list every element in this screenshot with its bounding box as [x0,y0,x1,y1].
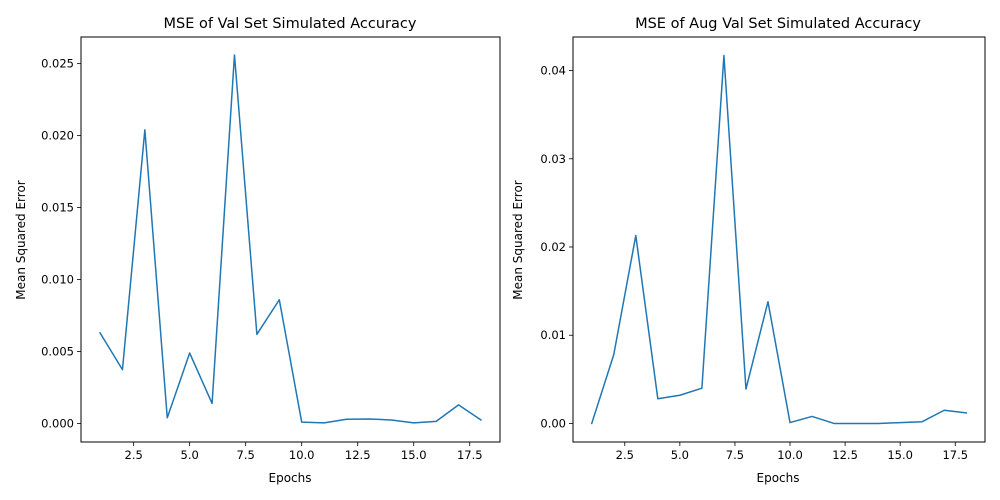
left-chart-series-line [99,54,482,424]
left-chart-panel: MSE of Val Set Simulated Accuracy Epochs… [14,16,501,485]
right-chart-y-tick-label: 0.04 [540,64,566,78]
left-chart-x-tick-label: 2.5 [125,448,143,462]
left-chart-y-tick-label: 0.005 [41,345,74,359]
right-chart-axes-frame [572,36,986,443]
left-chart-x-tick-label: 10.0 [289,448,315,462]
left-chart-title: MSE of Val Set Simulated Accuracy [164,16,417,32]
right-chart-x-tick-label: 15.0 [887,448,913,462]
left-chart-y-tick-label: 0.020 [41,129,74,143]
left-chart-x-tick-label: 12.5 [345,448,371,462]
left-chart-x-tick-label: 7.5 [237,448,255,462]
right-chart-y-tick-label: 0.03 [540,152,566,166]
right-chart-y-tick-label: 0.02 [540,240,566,254]
left-chart-x-tick-label: 17.5 [457,448,483,462]
left-chart-x-tick-label: 5.0 [181,448,199,462]
right-chart-x-tick-label: 5.0 [671,448,689,462]
left-chart-x-tick-label: 15.0 [401,448,427,462]
right-chart-x-ticks: 2.5 5.0 7.5 10.0 12.5 15.0 17.5 [616,442,968,462]
right-chart-ylabel: Mean Squared Error [511,180,525,300]
right-chart-y-tick-label: 0.00 [540,416,566,430]
right-chart-x-tick-label: 10.0 [777,448,803,462]
left-chart-y-ticks: 0.000 0.005 0.010 0.015 0.020 0.025 [41,57,81,431]
left-chart-y-tick-label: 0.010 [41,273,74,287]
right-chart-y-ticks: 0.00 0.01 0.02 0.03 0.04 [540,64,573,430]
left-chart-y-tick-label: 0.000 [41,417,74,431]
left-chart-series [99,54,482,424]
left-chart-ylabel: Mean Squared Error [14,180,28,300]
right-chart-series [590,54,968,425]
left-chart-x-ticks: 2.5 5.0 7.5 10.0 12.5 15.0 17.5 [125,442,483,462]
right-chart-title: MSE of Aug Val Set Simulated Accuracy [635,16,921,32]
right-chart-x-tick-label: 12.5 [832,448,858,462]
left-chart-y-tick-label: 0.025 [41,57,74,71]
left-chart-axes-frame [80,36,501,443]
right-chart-series-line [590,54,968,425]
left-chart-y-tick-label: 0.015 [41,201,74,215]
right-chart-x-tick-label: 7.5 [726,448,744,462]
right-chart-panel: MSE of Aug Val Set Simulated Accuracy Ep… [511,16,986,485]
right-chart-y-tick-label: 0.01 [540,328,566,342]
left-chart-xlabel: Epochs [269,471,312,485]
right-chart-x-tick-label: 2.5 [616,448,634,462]
right-chart-x-tick-label: 17.5 [942,448,968,462]
right-chart-xlabel: Epochs [757,471,800,485]
